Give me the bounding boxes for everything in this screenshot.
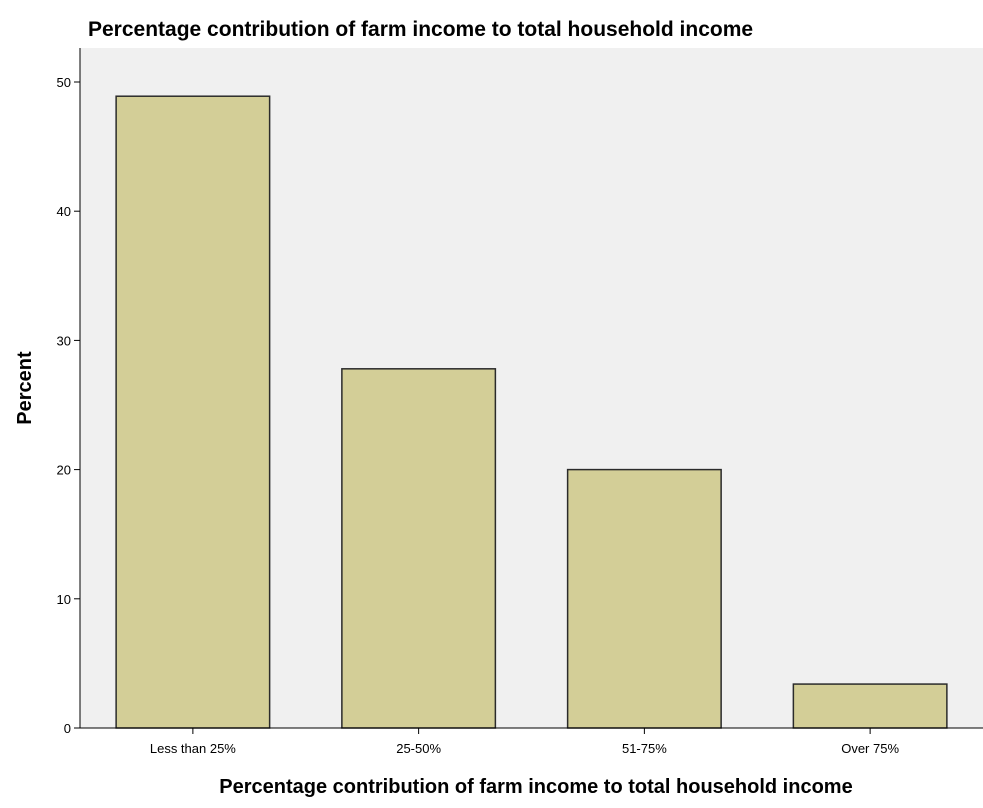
y-axis: 0 10 20 30 40 50: [57, 48, 81, 736]
y-tick-label: 20: [57, 463, 71, 478]
x-tick-label: Less than 25%: [150, 741, 236, 756]
x-axis-title: Percentage contribution of farm income t…: [219, 776, 852, 798]
x-tick-label: Over 75%: [841, 741, 899, 756]
y-tick-label: 10: [57, 592, 71, 607]
bar-1: [115, 95, 271, 729]
bar-3: [566, 468, 722, 729]
x-axis: Less than 25% 25-50% 51-75% Over 75%: [80, 727, 983, 756]
x-tick-label: 51-75%: [622, 741, 667, 756]
y-tick-label: 0: [64, 721, 71, 736]
bar-4: [792, 683, 948, 729]
y-tick-label: 30: [57, 333, 71, 348]
bar-2: [341, 368, 497, 729]
chart-title: Percentage contribution of farm income t…: [88, 18, 753, 41]
x-tick-label: 25-50%: [396, 741, 441, 756]
y-tick-label: 50: [57, 75, 71, 90]
y-tick-label: 40: [57, 204, 71, 219]
y-axis-title: Percent: [14, 351, 36, 425]
